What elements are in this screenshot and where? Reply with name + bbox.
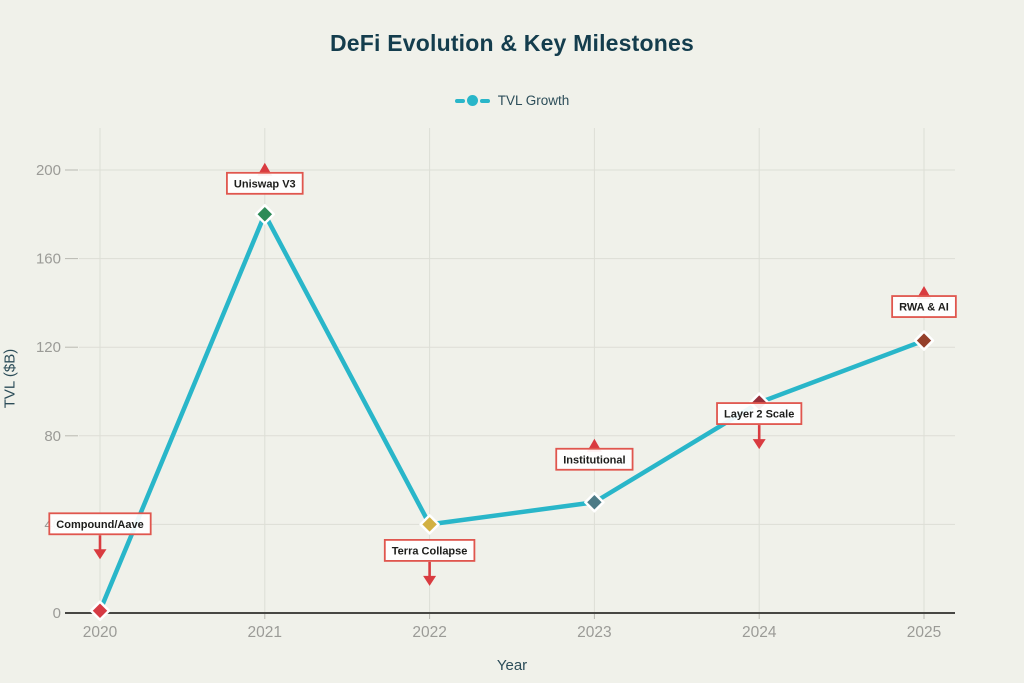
x-tick-label: 2021 [248,624,282,641]
y-tick-label: 120 [36,339,61,356]
annotation-rwa-ai: RWA & AI [891,286,957,318]
data-point-2025[interactable] [913,330,935,351]
x-tick-label: 2020 [83,624,118,641]
annotation-label: Layer 2 Scale [724,409,794,421]
x-tick-label: 2024 [742,624,777,641]
chart-title: DeFi Evolution & Key Milestones [329,30,695,56]
annotation-layer-2-scale: Layer 2 Scale [716,402,803,450]
legend-line-marker-icon [454,95,490,106]
annotation-box [48,512,152,536]
legend-label: TVL Growth [497,93,570,108]
annotation-label: Compound/Aave [56,519,143,531]
down-arrow-icon [93,549,107,560]
y-tick-label: 160 [36,251,61,268]
tvl-growth-line [97,212,927,614]
y-axis-title: TVL ($B) [1,348,19,409]
annotation-terra-collapse: Terra Collapse [383,539,476,586]
x-tick-label: 2022 [412,624,446,641]
y-tick-label: 80 [44,428,61,445]
legend-dash-left [454,98,465,103]
x-tick-label: 2025 [907,624,941,641]
y-tick-label: 200 [36,162,61,179]
x-axis-title: Year [496,657,528,674]
annotation-compound-aave: Compound/Aave [48,512,152,560]
annotation-label: Institutional [563,454,625,466]
data-point-2022[interactable] [419,514,440,535]
down-arrow-icon [423,575,437,586]
annotation-uniswap-v3: Uniswap V3 [226,162,304,195]
annotation-institutional: Institutional [555,438,634,471]
x-tick-label: 2023 [577,624,611,641]
y-axis: 04080120160200 [36,162,955,622]
legend[interactable]: TVL Growth [0,93,1024,108]
annotation-box [555,447,634,471]
y-tick-label: 0 [53,605,61,622]
annotation-box [716,402,803,425]
data-points [89,204,935,622]
annotation-label: RWA & AI [899,302,949,314]
down-arrow-icon [752,439,766,450]
annotation-box [891,295,957,318]
annotation-box [226,171,304,195]
data-point-2020[interactable] [89,600,111,622]
annotation-box [383,539,476,562]
data-point-2023[interactable] [584,492,605,513]
legend-dot [466,95,478,106]
annotation-label: Terra Collapse [392,545,468,557]
legend-dash-right [479,98,490,103]
x-axis: 2020 2021 2022 2023 2024 2025 [83,128,941,641]
data-point-2021[interactable] [254,204,276,225]
annotation-label: Uniswap V3 [234,178,296,190]
